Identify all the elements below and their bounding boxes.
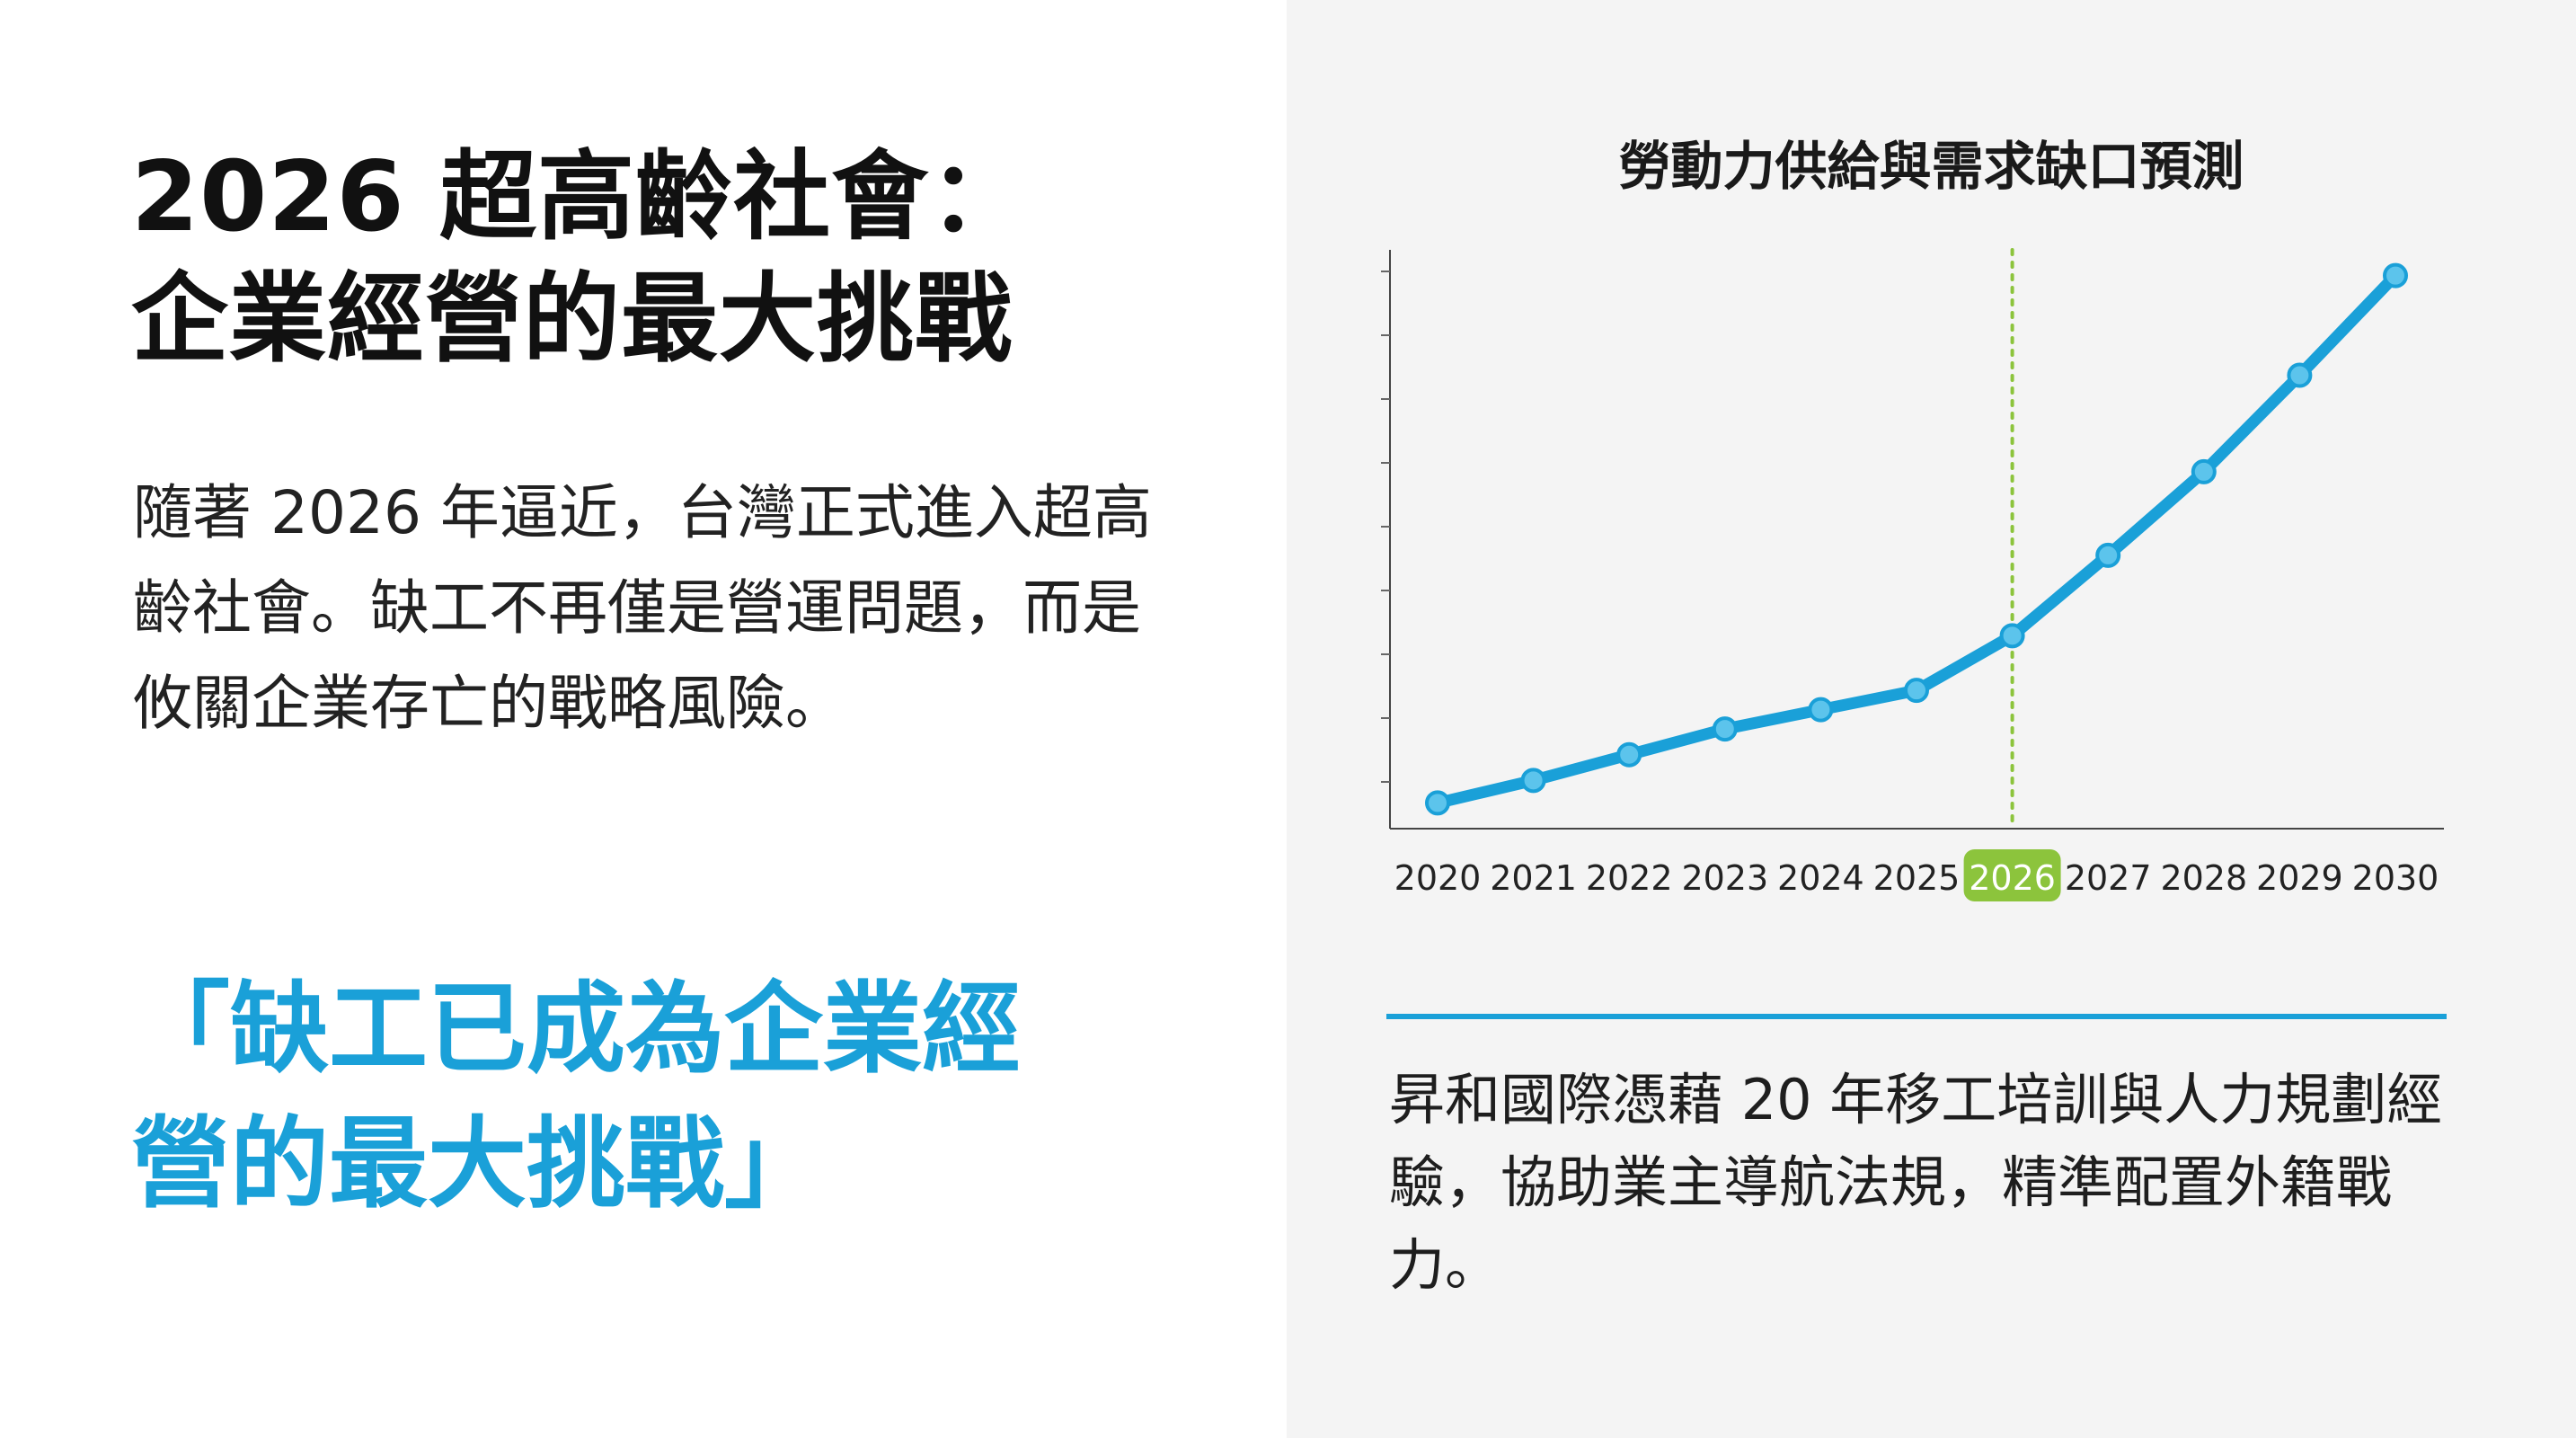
highlight-quote: 「缺工已成為企業經 營的最大挑戰」 bbox=[131, 962, 1164, 1231]
right-panel bbox=[1287, 0, 2576, 1438]
page-title: 2026 超高齡社會： 企業經營的最大挑戰 bbox=[131, 137, 1027, 381]
x-tick-label-2024: 2024 bbox=[1777, 858, 1864, 898]
data-point-2028 bbox=[2191, 458, 2217, 484]
x-tick-label-2029: 2029 bbox=[2256, 858, 2343, 898]
x-tick-label-2025: 2025 bbox=[1873, 858, 1961, 898]
x-tick-label-2023: 2023 bbox=[1681, 858, 1768, 898]
x-tick-label-2022: 2022 bbox=[1586, 858, 1673, 898]
data-point-2020 bbox=[1425, 790, 1450, 816]
intro-paragraph: 隨著 2026 年逼近，台灣正式進入超高齡社會。缺工不再僅是營運問題，而是攸關企… bbox=[133, 478, 1152, 738]
data-point-2024 bbox=[1808, 697, 1834, 723]
company-description: 昇和國際憑藉 20 年移工培訓與人力規劃經驗，協助業主導航法規，精準配置外籍戰力… bbox=[1389, 1067, 2443, 1298]
left-panel bbox=[0, 0, 1287, 1438]
data-point-2027 bbox=[2095, 542, 2121, 568]
data-point-2023 bbox=[1712, 716, 1738, 742]
page-title-line-2: 企業經營的最大挑戰 bbox=[131, 263, 1014, 376]
highlight-year-badge bbox=[1963, 849, 2061, 901]
section-divider bbox=[1386, 1014, 2447, 1019]
data-point-2030 bbox=[2383, 262, 2408, 288]
x-tick-label-2026: 2026 bbox=[1969, 858, 2056, 898]
x-tick-label-2030: 2030 bbox=[2352, 858, 2439, 898]
data-point-2025 bbox=[1904, 678, 1929, 704]
x-tick-label-2027: 2027 bbox=[2065, 858, 2152, 898]
data-point-2029 bbox=[2287, 362, 2313, 388]
quote-line-1: 「缺工已成為企業經 bbox=[131, 972, 1021, 1087]
data-point-2021 bbox=[1520, 768, 1546, 794]
page-title-line-1: 2026 超高齡社會： bbox=[131, 141, 1028, 253]
data-point-2026 bbox=[1999, 623, 2025, 649]
x-tick-label-2021: 2021 bbox=[1490, 858, 1577, 898]
x-tick-label-2028: 2028 bbox=[2160, 858, 2247, 898]
x-tick-label-2020: 2020 bbox=[1394, 858, 1482, 898]
data-point-2022 bbox=[1616, 741, 1642, 768]
quote-line-2: 營的最大挑戰」 bbox=[131, 1106, 823, 1221]
series-line bbox=[1431, 270, 2402, 809]
chart-title: 勞動力供給與需求缺口預測 bbox=[1618, 136, 2244, 197]
